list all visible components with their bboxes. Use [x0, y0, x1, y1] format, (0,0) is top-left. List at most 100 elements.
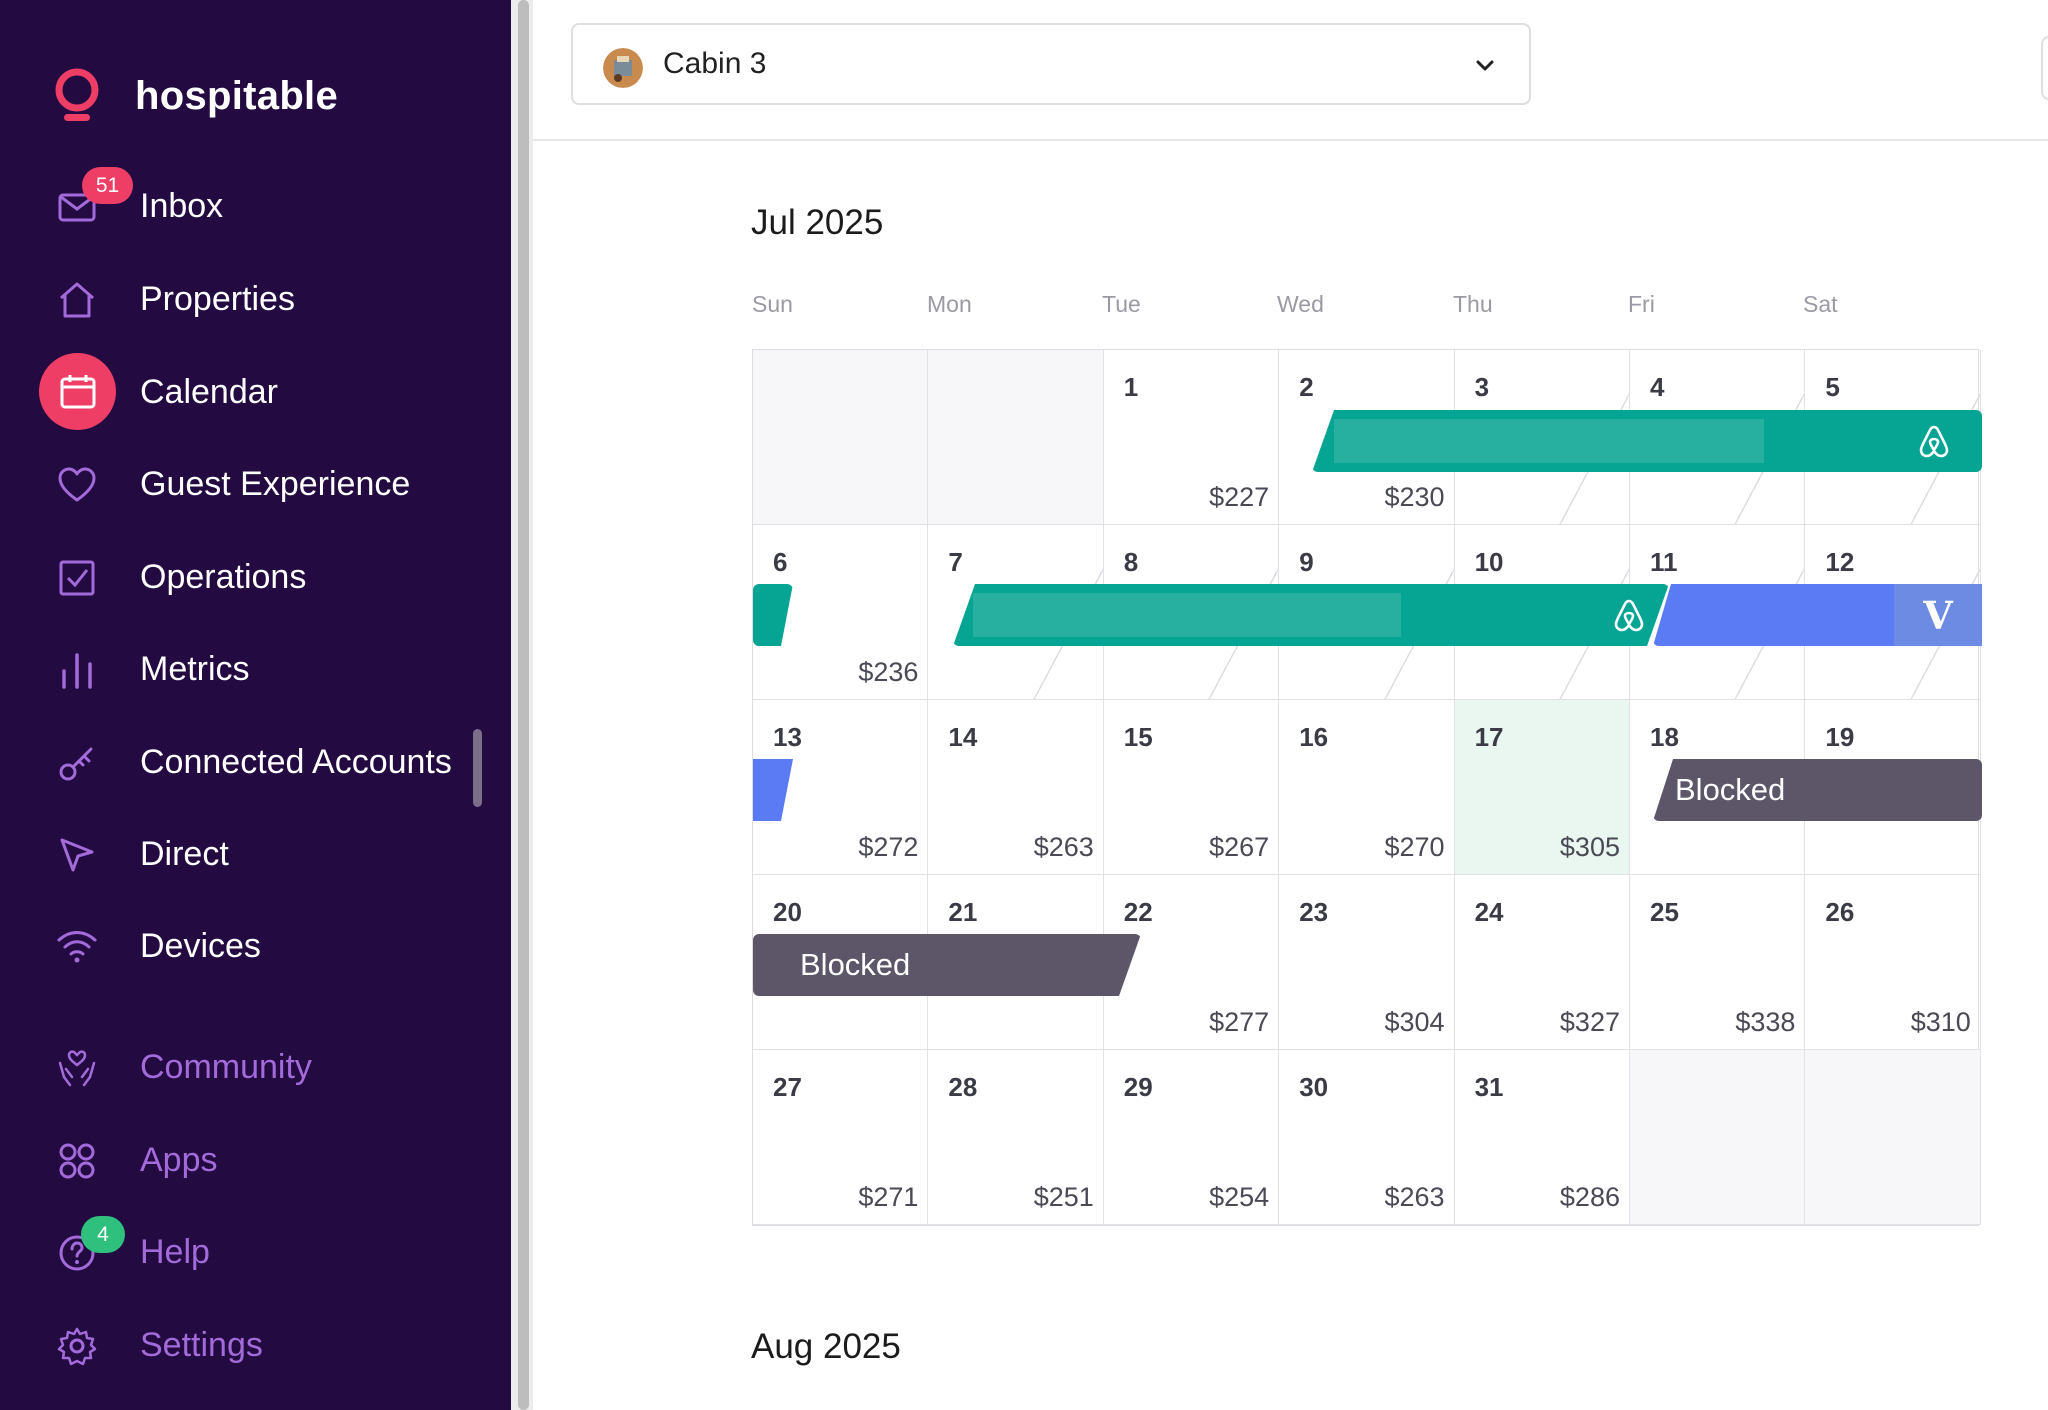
sidebar-item-label: Metrics — [140, 649, 250, 688]
nightly-price: $236 — [858, 657, 919, 687]
sidebar-item-guest-experience[interactable]: Guest Experience — [0, 444, 490, 524]
airbnb-icon — [1611, 597, 1647, 633]
airbnb-icon — [1916, 423, 1952, 459]
day-cell-empty[interactable] — [1630, 1050, 1806, 1225]
day-cell-6[interactable]: 6 $236 — [753, 525, 929, 700]
blocked-bar[interactable]: Blocked — [1653, 759, 1982, 821]
sidebar-item-label: Settings — [140, 1325, 263, 1364]
hands-heart-icon — [53, 1048, 101, 1088]
sidebar-item-label: Direct — [140, 834, 229, 873]
property-name: Cabin 3 — [663, 47, 767, 80]
day-cell-22[interactable]: 22 $277 — [1103, 875, 1280, 1050]
day-cell-27[interactable]: 27 $271 — [753, 1050, 929, 1225]
next-month-title: Aug 2025 — [751, 1327, 901, 1366]
month-grid: 1 $227 2 $230 3 4 5 6 $236 7 8 9 10 11 12 13 $272 14 $263 1… — [752, 349, 1982, 1226]
sidebar-item-inbox[interactable]: Inbox — [0, 166, 490, 246]
brand-logo[interactable]: hospitable — [52, 66, 338, 126]
day-cell-1[interactable]: 1 $227 — [1103, 350, 1280, 525]
day-number: 3 — [1474, 372, 1490, 402]
wifi-icon — [53, 927, 101, 967]
day-number: 29 — [1123, 1072, 1153, 1102]
gear-icon — [53, 1326, 101, 1366]
sidebar-item-devices[interactable]: Devices — [0, 906, 490, 986]
day-cell-empty[interactable] — [1805, 1050, 1981, 1225]
day-number: 15 — [1123, 722, 1153, 752]
sidebar: hospitable Inbox Properties Calendar Gue… — [0, 0, 511, 1410]
blocked-label: Blocked — [800, 947, 911, 982]
sidebar-item-calendar[interactable]: Calendar — [0, 352, 490, 432]
sidebar-item-label: Properties — [140, 279, 295, 318]
day-cell-empty[interactable] — [753, 350, 929, 525]
day-cell-26[interactable]: 26 $310 — [1805, 875, 1981, 1050]
day-cell-14[interactable]: 14 $263 — [928, 700, 1104, 875]
weekday-label: Sun — [752, 291, 793, 317]
sidebar-item-properties[interactable]: Properties — [0, 259, 490, 339]
brand-name: hospitable — [135, 73, 339, 118]
vrbo-reservation-bar[interactable]: V — [1653, 584, 1982, 646]
page-scrollbar-thumb[interactable] — [518, 0, 529, 1410]
help-icon — [53, 1233, 101, 1273]
day-cell-24[interactable]: 24 $327 — [1454, 875, 1630, 1050]
sidebar-item-apps[interactable]: Apps — [0, 1120, 490, 1200]
nightly-price: $305 — [1559, 832, 1620, 862]
toolbar-button-edge[interactable] — [2041, 36, 2048, 100]
day-cell-13[interactable]: 13 $272 — [753, 700, 929, 875]
day-number: 13 — [773, 722, 802, 752]
day-cell-empty[interactable] — [928, 350, 1104, 525]
home-icon — [53, 280, 101, 320]
day-cell-29[interactable]: 29 $254 — [1103, 1050, 1280, 1225]
key-icon — [53, 743, 101, 783]
day-number: 12 — [1825, 547, 1855, 577]
day-number: 28 — [948, 1072, 978, 1102]
airbnb-reservation-bar[interactable] — [1312, 410, 1982, 472]
sidebar-item-label: Operations — [140, 557, 307, 596]
vrbo-icon: V — [1894, 584, 1982, 646]
day-cell-31[interactable]: 31 $286 — [1454, 1050, 1630, 1225]
sidebar-item-label: Calendar — [140, 372, 278, 411]
day-cell-15[interactable]: 15 $267 — [1103, 700, 1280, 875]
help-notification-badge: 4 — [81, 1216, 125, 1253]
day-number: 30 — [1299, 1072, 1329, 1102]
nightly-price: $263 — [1384, 1182, 1445, 1212]
blocked-bar[interactable]: Blocked — [753, 934, 1141, 996]
day-number: 17 — [1474, 722, 1504, 752]
day-cell-23[interactable]: 23 $304 — [1279, 875, 1455, 1050]
nightly-price: $327 — [1559, 1007, 1620, 1037]
sidebar-item-label: Community — [140, 1047, 312, 1086]
property-avatar — [603, 48, 643, 88]
day-number: 26 — [1825, 897, 1855, 927]
day-cell-2[interactable]: 2 $230 — [1279, 350, 1455, 525]
nightly-price: $227 — [1209, 482, 1270, 512]
sidebar-item-settings[interactable]: Settings — [0, 1305, 490, 1385]
sidebar-item-community[interactable]: Community — [0, 1027, 490, 1107]
blocked-label: Blocked — [1675, 772, 1786, 807]
sidebar-item-connected-accounts[interactable]: Connected Accounts — [0, 722, 490, 802]
day-cell-16[interactable]: 16 $270 — [1279, 700, 1455, 875]
sidebar-item-direct[interactable]: Direct — [0, 814, 490, 894]
nightly-price: $310 — [1910, 1007, 1971, 1037]
sidebar-item-label: Guest Experience — [140, 464, 411, 503]
day-number: 25 — [1650, 897, 1679, 927]
day-cell-17[interactable]: 17 $305 — [1454, 700, 1630, 875]
property-selector[interactable]: Cabin 3 — [571, 23, 1531, 105]
nightly-price: $263 — [1033, 832, 1094, 862]
day-number: 22 — [1123, 897, 1153, 927]
day-number: 14 — [948, 722, 978, 752]
guest-name-placeholder — [973, 593, 1401, 637]
apps-grid-icon — [53, 1141, 101, 1181]
nightly-price: $338 — [1735, 1007, 1796, 1037]
sidebar-scrollbar[interactable] — [473, 729, 482, 807]
sidebar-item-help[interactable]: Help — [0, 1212, 490, 1292]
weekday-label: Wed — [1277, 291, 1324, 317]
nightly-price: $277 — [1209, 1007, 1270, 1037]
checkbox-icon — [53, 558, 101, 598]
day-cell-30[interactable]: 30 $263 — [1279, 1050, 1455, 1225]
airbnb-reservation-bar[interactable] — [953, 584, 1669, 646]
sidebar-item-operations[interactable]: Operations — [0, 537, 490, 617]
day-cell-28[interactable]: 28 $251 — [928, 1050, 1104, 1225]
sidebar-item-metrics[interactable]: Metrics — [0, 629, 490, 709]
day-number: 20 — [773, 897, 802, 927]
day-number: 31 — [1474, 1072, 1504, 1102]
day-number: 11 — [1650, 547, 1678, 577]
day-cell-25[interactable]: 25 $338 — [1630, 875, 1806, 1050]
